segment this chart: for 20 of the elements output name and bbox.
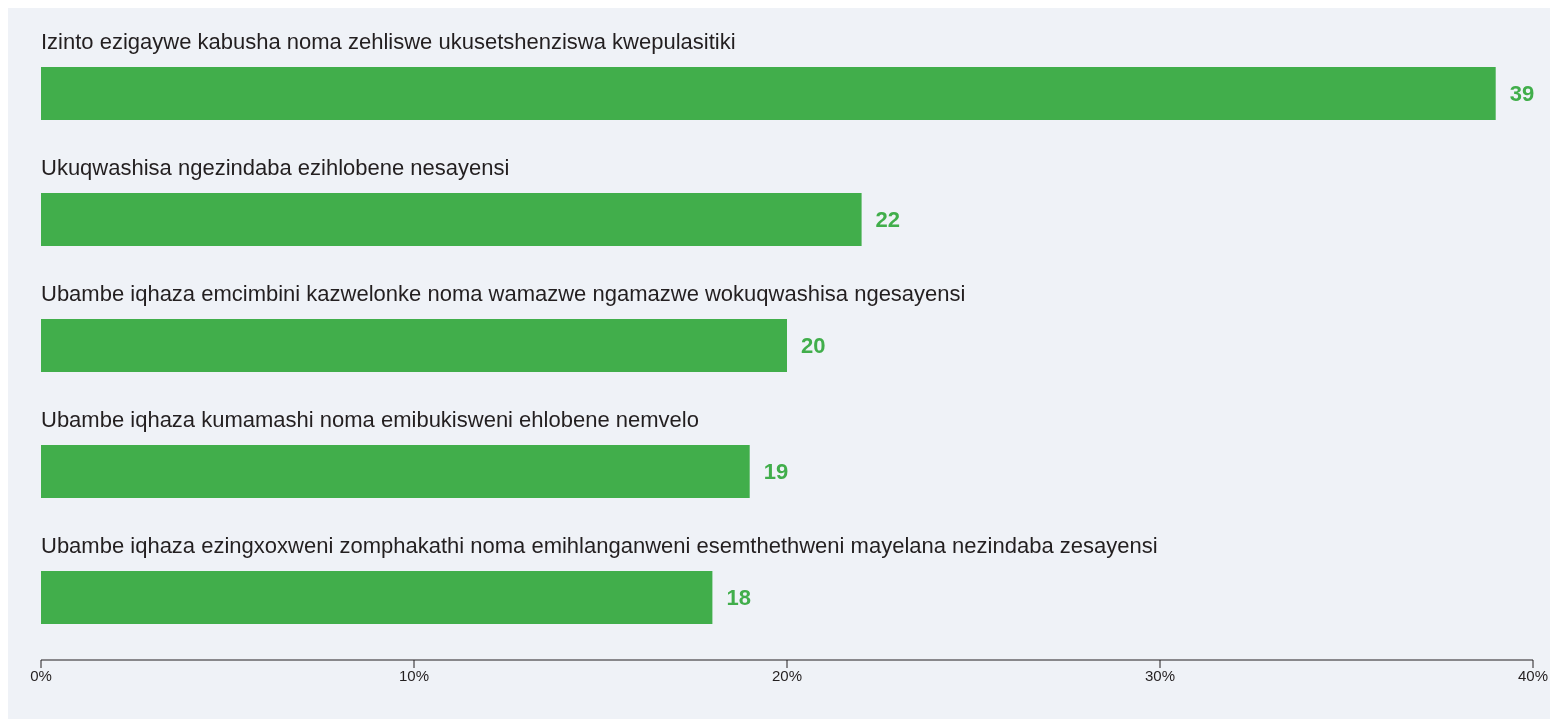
data-label: 19 <box>763 459 789 485</box>
data-label: 22 <box>875 207 901 233</box>
x-tick-label: 0% <box>30 666 52 684</box>
data-label: 18 <box>726 585 751 611</box>
bar <box>41 193 862 246</box>
y-tick-label: Ubambe iqhaza ezingxoxweni zomphakathi noma emihlanganweni esemthethweni mayelana nezindaba zesayensi <box>41 533 1158 558</box>
y-tick-label: Ubambe iqhaza emcimbini kazwelonke noma wamazwe ngamazwe wokuqwashisa ngesayensi <box>41 281 966 306</box>
x-tick-label: 10% <box>398 666 430 684</box>
bar <box>41 319 787 372</box>
bar <box>41 67 1496 120</box>
x-tick-label: 40% <box>1517 666 1549 684</box>
x-tick-label: 20% <box>771 666 803 684</box>
data-label: 39 <box>1509 81 1535 107</box>
data-label: 20 <box>801 333 826 359</box>
y-tick-label: Ubambe iqhaza kumamashi noma emibukisweni ehlobene nemvelo <box>41 407 699 432</box>
bar <box>41 571 713 624</box>
bar <box>41 445 750 498</box>
y-tick-label: Ukuqwashisa ngezindaba ezihlobene nesayensi <box>41 155 510 180</box>
x-tick-label: 30% <box>1144 666 1176 684</box>
y-tick-label: Izinto ezigaywe kabusha noma zehliswe ukusetshenziswa kwepulasitiki <box>41 29 736 54</box>
